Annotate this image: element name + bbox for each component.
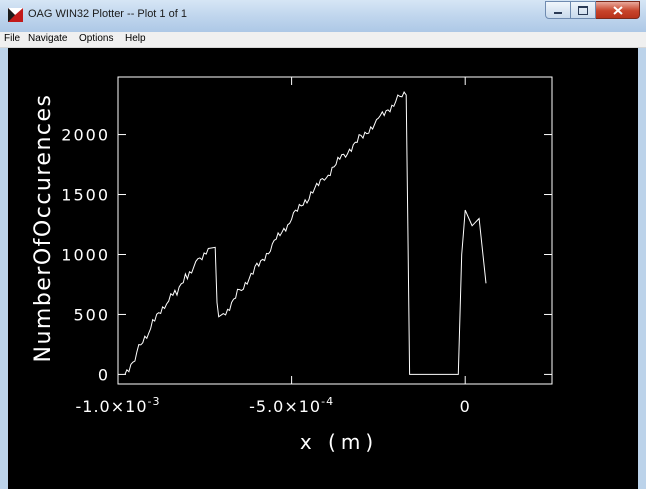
x-tick-label: -1.0×10-3 (76, 395, 161, 416)
x-tick-label: -5.0×10-4 (249, 395, 334, 416)
maximize-button[interactable] (571, 1, 596, 19)
y-tick-label: 2000 (61, 126, 110, 145)
x-tick-label: 0 (460, 397, 471, 416)
menu-help[interactable]: Help (125, 33, 146, 44)
menu-options[interactable]: Options (79, 33, 114, 44)
minimize-icon (554, 12, 562, 14)
menu-navigate[interactable]: Navigate (28, 33, 68, 44)
app-logo-icon (8, 8, 23, 22)
x-axis: -1.0×10-3 -5.0×10-4 0 (76, 77, 471, 416)
y-tick-label: 1000 (61, 245, 110, 264)
title-bar[interactable]: OAG WIN32 Plotter -- Plot 1 of 1 (0, 0, 646, 32)
minimize-button[interactable] (545, 1, 571, 19)
x-axis-label: x (m) (300, 430, 378, 454)
x-tick-exponent: -4 (321, 395, 334, 408)
close-button[interactable] (596, 1, 640, 19)
plot-frame (117, 76, 553, 385)
window-title: OAG WIN32 Plotter -- Plot 1 of 1 (28, 8, 187, 20)
menu-file[interactable]: File (4, 33, 21, 44)
series-line (124, 90, 487, 375)
maximize-icon (578, 5, 588, 15)
x-tick-exponent: -3 (148, 395, 161, 408)
y-tick-label: 500 (73, 305, 110, 324)
y-tick-label: 0 (98, 365, 110, 384)
y-tick-label: 1500 (61, 186, 110, 205)
close-icon (612, 5, 623, 15)
histogram-chart: 0 500 1000 1500 2000 -1.0×10-3 -5.0×10-4 0 Num… (31, 76, 553, 454)
y-axis: 0 500 1000 1500 2000 (61, 126, 552, 384)
y-axis-label: NumberOfOccurences (31, 93, 56, 362)
plot-area: 0 500 1000 1500 2000 -1.0×10-3 -5.0×10-4 0 Num… (8, 48, 638, 489)
window-controls (545, 1, 640, 20)
data-series (124, 90, 487, 375)
menu-bar: File Navigate Options Help (0, 32, 646, 48)
